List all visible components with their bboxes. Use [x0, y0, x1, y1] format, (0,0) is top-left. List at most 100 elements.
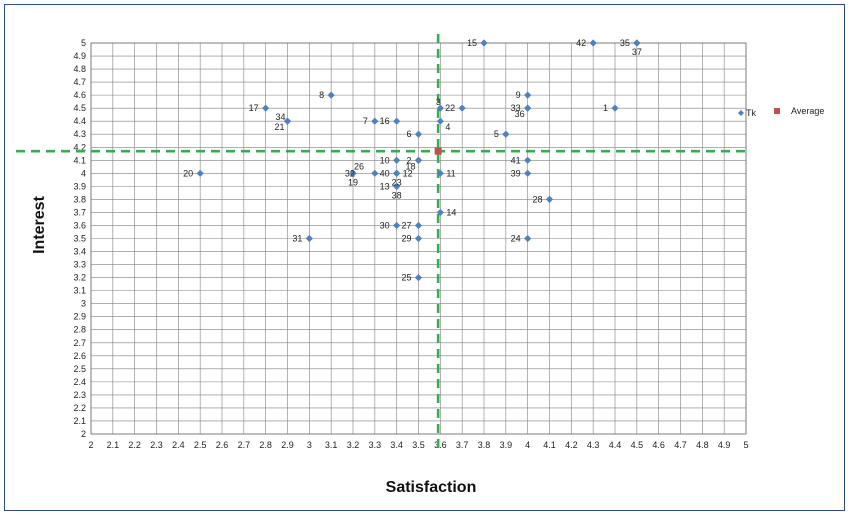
point-label: 1: [603, 103, 608, 113]
point-label: 6: [406, 129, 411, 139]
point-label: 41: [511, 155, 521, 165]
x-tick-label: 4.9: [718, 440, 731, 450]
data-point: [414, 234, 423, 243]
point-label: 24: [511, 234, 521, 244]
y-tick-label: 2.2: [73, 403, 86, 413]
legend-marker-average: [774, 108, 780, 114]
y-tick-label: 3.9: [73, 181, 86, 191]
x-tick-label: 3.2: [347, 440, 360, 450]
point-label: 11: [446, 168, 455, 178]
legend-label-average: Average: [791, 106, 824, 116]
y-tick-label: 4.3: [73, 129, 86, 139]
point-label: 22: [445, 103, 455, 113]
y-tick-label: 3.4: [73, 247, 86, 257]
point-label: 38: [392, 190, 402, 200]
data-point: [524, 156, 532, 164]
x-tick-label: 3.8: [478, 440, 491, 450]
data-point: [524, 234, 532, 243]
data-point: [611, 104, 619, 112]
average-point: [434, 147, 442, 155]
data-point: [633, 39, 641, 47]
x-tick-label: 4.7: [674, 440, 687, 450]
point-label: 35: [620, 38, 630, 48]
point-label: 8: [319, 90, 324, 100]
point-label: 21: [274, 122, 284, 132]
x-tick-label: 2.6: [216, 440, 229, 450]
x-tick-label: 4.3: [587, 440, 600, 450]
x-tick-label: 3.1: [325, 440, 338, 450]
legend-label-tk: Tk: [746, 108, 756, 118]
point-label: 25: [401, 273, 411, 283]
y-tick-label: 2.6: [73, 351, 86, 361]
legend-marker-tk: [738, 110, 744, 116]
x-tick-label: 4.8: [696, 440, 709, 450]
x-tick-label: 3.5: [412, 440, 425, 450]
y-tick-label: 4.5: [73, 103, 86, 113]
y-tick-label: 2.5: [73, 364, 86, 374]
data-point: [414, 274, 423, 282]
point-label: 42: [576, 38, 586, 48]
y-tick-label: 2.1: [73, 416, 86, 426]
legend: Tk Average: [738, 106, 824, 118]
point-label: 2: [406, 155, 411, 165]
y-tick-label: 4.4: [73, 116, 86, 126]
point-label: 30: [380, 220, 390, 230]
point-label: 10: [380, 155, 390, 165]
y-tick-label: 5: [81, 38, 86, 48]
x-tick-label: 2.5: [194, 440, 207, 450]
data-points: [196, 39, 641, 282]
data-point: [589, 39, 597, 47]
data-point: [436, 208, 444, 217]
plot-area: [90, 42, 747, 435]
x-tick-label: 2.1: [107, 440, 120, 450]
average-lines: [16, 34, 746, 454]
data-point: [393, 182, 401, 190]
point-label: 23: [392, 177, 402, 187]
x-tick-label: 4.2: [565, 440, 578, 450]
x-tick-label: 2.4: [172, 440, 185, 450]
data-point: [371, 169, 379, 177]
x-tick-label: 3.9: [500, 440, 513, 450]
point-label: 7: [363, 116, 368, 126]
point-label: 14: [446, 207, 456, 217]
y-tick-label: 3.6: [73, 220, 86, 230]
x-tick-label: 5: [743, 440, 748, 450]
y-tick-label: 3.3: [73, 260, 86, 270]
point-label: 16: [380, 116, 390, 126]
point-label: 40: [380, 168, 390, 178]
point-label: 33: [511, 103, 521, 113]
data-point: [414, 221, 423, 230]
data-point: [524, 104, 532, 112]
data-point: [393, 117, 401, 125]
point-label: 34: [275, 112, 285, 122]
point-label: 3: [436, 97, 441, 107]
x-tick-label: 4.5: [631, 440, 644, 450]
y-tick-label: 4.9: [73, 51, 86, 61]
x-tick-label: 4.6: [652, 440, 665, 450]
x-tick-label: 2.9: [281, 440, 294, 450]
point-label: 36: [515, 109, 525, 119]
data-point: [371, 117, 379, 125]
x-tick-label: 2.7: [238, 440, 251, 450]
x-tick-label: 4: [525, 440, 530, 450]
point-label: 4: [445, 122, 450, 132]
data-point: [327, 91, 335, 99]
x-axis-title: Satisfaction: [386, 479, 477, 496]
x-tick-label: 3: [307, 440, 312, 450]
data-point: [458, 104, 466, 112]
y-tick-label: 3: [81, 299, 86, 309]
point-label: 18: [405, 161, 415, 171]
data-point: [436, 104, 444, 112]
data-point: [480, 39, 488, 47]
data-point: [502, 130, 510, 138]
y-tick-label: 4: [81, 168, 86, 178]
point-label: 32: [345, 168, 355, 178]
y-tick-label: 3.2: [73, 273, 86, 283]
data-point: [349, 169, 357, 177]
y-tick-label: 4.7: [73, 77, 86, 87]
y-tick-label: 3.7: [73, 207, 86, 217]
point-label: 13: [380, 181, 390, 191]
y-axis-title: Interest: [31, 195, 48, 253]
